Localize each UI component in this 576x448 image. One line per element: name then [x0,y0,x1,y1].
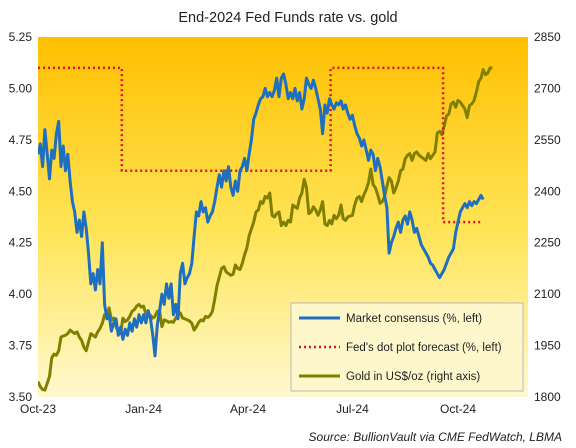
x-tick-label: Oct-24 [440,402,476,416]
series-line-market-consensus [38,72,485,358]
right-tick-label: 2550 [534,133,561,147]
x-tick-label: Jan-24 [125,402,162,416]
series-line-dot-plot [38,66,484,224]
series-line-gold [38,66,493,392]
x-tick-label: Apr-24 [230,402,266,416]
chart-title: End-2024 Fed Funds rate vs. gold [178,10,397,26]
left-tick-label: 3.75 [9,339,33,353]
x-axis: Oct-23 Jan-24 Apr-24 Jul-24 Oct-24 [20,402,476,416]
legend: Market consensus (%, left) Fed's dot plo… [290,302,524,392]
legend-label-gold: Gold in US$/oz (right axis) [346,371,480,383]
series-layer [38,66,493,392]
x-tick-label: Oct-23 [20,402,56,416]
left-tick-label: 4.50 [9,184,33,198]
right-axis: 1800 1950 2100 2250 2400 2550 2700 2850 [534,30,561,404]
right-tick-label: 2400 [534,184,561,198]
right-tick-label: 1950 [534,339,561,353]
legend-label-market-consensus: Market consensus (%, left) [346,313,482,325]
right-tick-label: 2700 [534,81,561,95]
left-axis: 3.50 3.75 4.00 4.25 4.50 4.75 5.00 5.25 [9,30,33,404]
right-tick-label: 1800 [534,390,561,404]
left-tick-label: 5.00 [9,81,33,95]
left-tick-label: 4.00 [9,287,33,301]
left-tick-label: 5.25 [9,30,33,44]
x-tick-label: Jul-24 [336,402,369,416]
left-tick-label: 4.25 [9,236,33,250]
right-tick-label: 2250 [534,236,561,250]
source-note: Source: BullionVault via CME FedWatch, L… [309,430,562,444]
legend-label-dot-plot: Fed's dot plot forecast (%, left) [346,342,502,354]
right-tick-label: 2850 [534,30,561,44]
left-tick-label: 3.50 [9,390,33,404]
left-tick-label: 4.75 [9,133,33,147]
right-tick-label: 2100 [534,287,561,301]
